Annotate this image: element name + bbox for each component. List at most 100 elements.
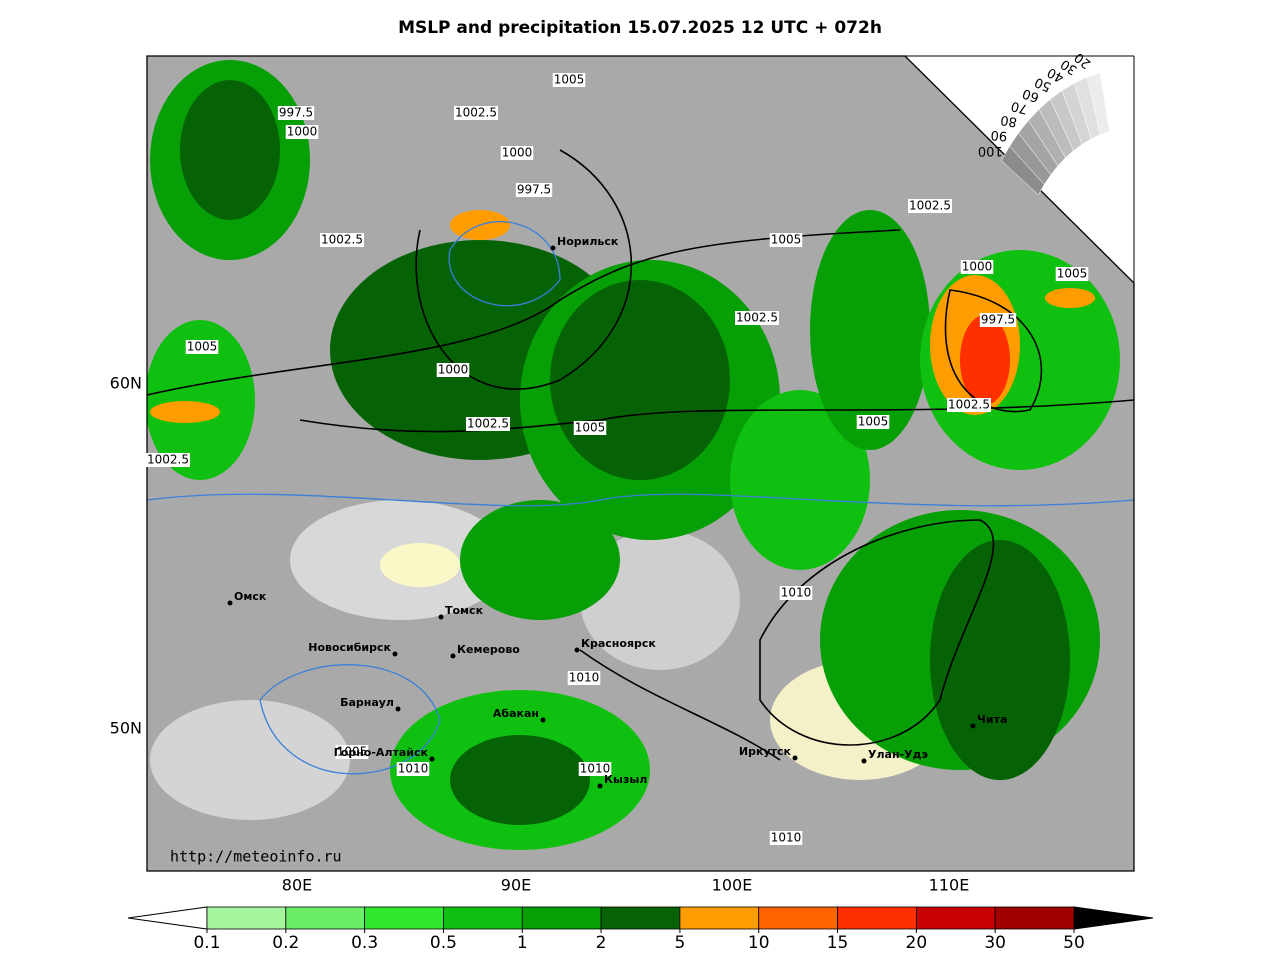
city-dot: [574, 647, 580, 653]
lon-label: 110E: [929, 876, 970, 895]
colorbar-label: 0.1: [193, 933, 220, 953]
isobar-label: 1000: [962, 260, 993, 274]
colorbar-swatch: [758, 906, 838, 930]
city-label: Улан-Удэ: [868, 748, 928, 761]
colorbar-swatch: [600, 906, 681, 930]
isobar-label: 1005: [771, 233, 802, 247]
lon-label: 90E: [501, 876, 531, 895]
colorbar-swatch: [285, 906, 366, 930]
colorbar-label: 30: [984, 933, 1006, 953]
isobar-label-bg: [552, 73, 586, 87]
lat-label: 50N: [110, 719, 142, 738]
isobar-label: 1010: [398, 762, 429, 776]
colorbar-swatch: [837, 906, 917, 930]
lon-label: 100E: [712, 876, 753, 895]
isobar-label-bg: [285, 125, 319, 139]
city-label: Новосибирск: [308, 641, 391, 654]
colorbar-low-triangle: [127, 906, 208, 930]
isobar-label-bg: [979, 313, 1017, 327]
city-label: Кызыл: [604, 773, 647, 786]
isobar-label-bg: [908, 199, 952, 213]
colorbar-swatch: [443, 906, 523, 930]
isobar-label-bg: [335, 745, 369, 759]
isobar-label: 1010: [580, 762, 611, 776]
colorbar-label: 15: [827, 933, 849, 953]
title: MSLP and precipitation 15.07.2025 12 UTC…: [398, 18, 882, 38]
colorbar-label: 1: [517, 933, 528, 953]
isobar-label: 1010: [771, 831, 802, 845]
isobar-label-bg: [396, 762, 430, 776]
isobar-label-bg: [277, 106, 315, 120]
isobar-label-bg: [466, 417, 510, 431]
city-dot: [792, 755, 798, 761]
isobar-label: 1002.5: [948, 398, 990, 412]
colorbar-label: 0.5: [430, 933, 457, 953]
isobar-label: 1002.5: [147, 453, 189, 467]
city-dot: [861, 758, 867, 764]
isobar-label-bg: [779, 586, 813, 600]
city-label: Томск: [445, 604, 484, 617]
isobar-label: 1002.5: [736, 311, 778, 325]
colorbar-label: 2: [596, 933, 607, 953]
map-frame: [146, 55, 1135, 872]
colorbar-label: 50: [1063, 933, 1085, 953]
isobar-label: 1010: [781, 586, 812, 600]
isobar-label-bg: [567, 671, 601, 685]
city-dot: [450, 653, 456, 659]
city-dot: [395, 706, 401, 712]
city-label: Абакан: [493, 707, 539, 720]
isobar-label-bg: [1055, 267, 1089, 281]
colorbar-label: 0.3: [351, 933, 378, 953]
isobar-label: 1005: [337, 745, 368, 759]
lat-label: 60N: [110, 374, 142, 393]
colorbar-label: 5: [674, 933, 685, 953]
isobar-label: 1005: [554, 73, 585, 87]
city-label: Чита: [977, 713, 1007, 726]
city-dot: [392, 651, 398, 657]
isobar-label-bg: [769, 831, 803, 845]
isobar-label-bg: [960, 260, 994, 274]
isobar-label-bg: [185, 340, 219, 354]
isobar-label: 1002.5: [321, 233, 363, 247]
isobar-label: 1005: [187, 340, 218, 354]
isobar-label: 997.5: [981, 313, 1015, 327]
city-label: Горно-Алтайск: [334, 746, 429, 759]
isobar-label: 1005: [1057, 267, 1088, 281]
isobar-label-bg: [146, 453, 190, 467]
isobar-label: 1010: [569, 671, 600, 685]
isobar-label-bg: [578, 762, 612, 776]
isobar-label-bg: [454, 106, 498, 120]
isobar-label: 997.5: [279, 106, 313, 120]
isobar-label-bg: [436, 363, 470, 377]
isobar-label-bg: [856, 415, 890, 429]
city-dot: [429, 756, 435, 762]
isobar-label: 1005: [575, 421, 606, 435]
cloud-legend-label: 100: [978, 143, 1003, 158]
city-dot: [550, 245, 556, 251]
cloud-legend-label: 60: [1021, 85, 1042, 105]
cloud-legend-label: 50: [1032, 74, 1053, 94]
city-dot: [597, 783, 603, 789]
isobar-label-bg: [500, 146, 534, 160]
city-label: Красноярск: [581, 637, 656, 650]
lon-label: 80E: [282, 876, 312, 895]
colorbar-label: 10: [748, 933, 770, 953]
source-url: http://meteoinfo.ru: [170, 848, 342, 866]
isobar-label: 1000: [287, 125, 318, 139]
isobar-label-bg: [320, 233, 364, 247]
isobar-label: 1002.5: [909, 199, 951, 213]
colorbar-swatch: [521, 906, 602, 930]
cloud-legend-label: 80: [999, 112, 1018, 129]
cloud-legend-label: 70: [1010, 98, 1030, 117]
colorbar-swatch: [915, 906, 996, 930]
city-dot: [227, 600, 233, 606]
isobar-label-bg: [769, 233, 803, 247]
isobar-label: 1000: [502, 146, 533, 160]
colorbar-swatch: [994, 906, 1075, 930]
isobar-label: 1002.5: [467, 417, 509, 431]
isobar-label-bg: [515, 183, 553, 197]
city-label: Кемерово: [457, 643, 520, 656]
cloud-legend-sector: [1086, 72, 1110, 136]
